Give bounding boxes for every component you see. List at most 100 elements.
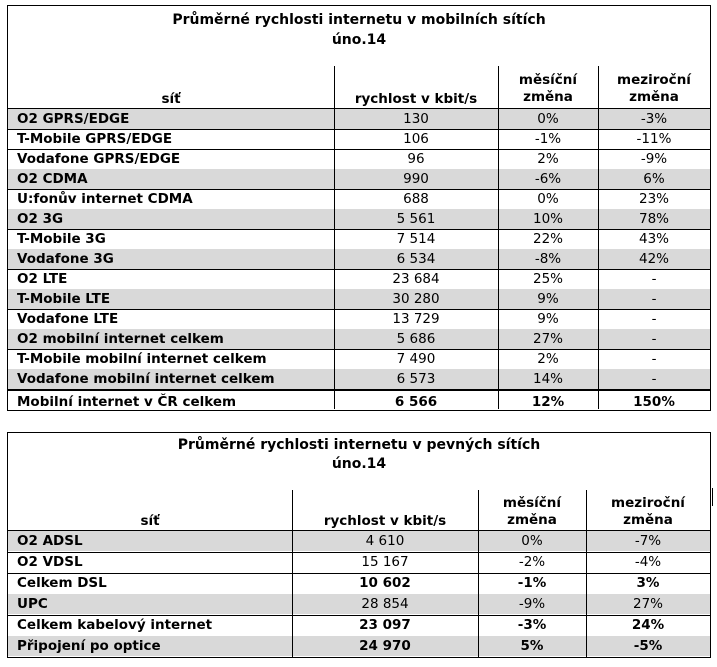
network-name: Připojení po optice <box>17 638 161 654</box>
table-row: Připojení po optice 24 970 5% -5% <box>8 636 710 656</box>
row-divider <box>8 657 710 658</box>
yearly-change: 42% <box>638 251 669 267</box>
header-yearly-line2: změna <box>623 512 673 528</box>
row-divider <box>8 349 710 350</box>
yearly-change: - <box>651 271 657 287</box>
table-row: O2 CDMA 990 -6% 6% <box>8 169 710 189</box>
network-name: U:fonův internet CDMA <box>17 191 193 207</box>
network-name: Vodafone LTE <box>17 311 119 327</box>
yearly-change: 43% <box>638 231 669 247</box>
table-row: O2 mobilní internet celkem 5 686 27% - <box>8 329 710 349</box>
monthly-change: 25% <box>532 271 563 287</box>
header-yearly-line1: meziroční <box>617 72 691 88</box>
network-name: T-Mobile mobilní internet celkem <box>17 351 267 367</box>
speed-value: 28 854 <box>361 596 409 612</box>
network-name: UPC <box>17 596 48 612</box>
network-name: O2 GPRS/EDGE <box>17 111 130 127</box>
speed-value: 7 490 <box>396 351 436 367</box>
table-row: Vodafone mobilní internet celkem 6 573 14%… <box>8 369 710 389</box>
table-row: T-Mobile LTE 30 280 9% - <box>8 289 710 309</box>
network-name: O2 3G <box>17 211 64 227</box>
table-row: T-Mobile mobilní internet celkem 7 490 2% - <box>8 349 710 369</box>
mobile-table-date: úno.14 <box>331 32 387 48</box>
monthly-change: 14% <box>532 371 563 387</box>
yearly-change: 27% <box>632 596 663 612</box>
yearly-change: 24% <box>631 617 665 633</box>
row-divider <box>8 149 710 150</box>
speed-value: 23 684 <box>392 271 440 287</box>
column-divider <box>292 490 293 657</box>
yearly-change: -5% <box>633 638 663 654</box>
network-name: Vodafone mobilní internet celkem <box>17 371 275 387</box>
monthly-change: -3% <box>517 617 547 633</box>
network-name: O2 mobilní internet celkem <box>17 331 224 347</box>
table-row: O2 LTE 23 684 25% - <box>8 269 710 289</box>
yearly-change: - <box>651 311 657 327</box>
monthly-change: -2% <box>518 554 546 570</box>
table-row: Vodafone 3G 6 534 -8% 42% <box>8 249 710 269</box>
speed-value: 4 610 <box>365 533 405 549</box>
fixed-table-title: Průměrné rychlosti internetu v pevných s… <box>177 437 541 453</box>
speed-value: 30 280 <box>392 291 440 307</box>
network-name: O2 LTE <box>17 271 68 287</box>
speed-value: 6 573 <box>396 371 436 387</box>
header-monthly-line1: měsíční <box>502 495 562 511</box>
header-yearly-line1: meziroční <box>611 495 685 511</box>
network-name: T-Mobile LTE <box>17 291 111 307</box>
row-divider <box>8 129 710 130</box>
header-monthly-line2: změna <box>523 89 573 105</box>
yearly-change: 150% <box>633 394 675 410</box>
monthly-change: 9% <box>537 311 559 327</box>
table-row: T-Mobile 3G 7 514 22% 43% <box>8 229 710 249</box>
header-divider <box>8 530 710 531</box>
row-divider <box>8 189 710 190</box>
network-name: Celkem DSL <box>17 575 107 591</box>
speed-value: 13 729 <box>392 311 440 327</box>
header-speed: rychlost v kbit/s <box>323 513 447 529</box>
total-row: Mobilní internet v ČR celkem 6 566 12% 150% <box>8 392 710 414</box>
yearly-change: 6% <box>643 171 665 187</box>
header-yearly-line2: změna <box>629 89 679 105</box>
row-divider <box>8 573 710 574</box>
network-name: Mobilní internet v ČR celkem <box>17 394 237 410</box>
row-divider <box>8 552 710 553</box>
row-divider <box>8 309 710 310</box>
table-row: O2 ADSL 4 610 0% -7% <box>8 531 710 551</box>
network-name: T-Mobile 3G <box>17 231 106 247</box>
header-monthly-line2: změna <box>507 512 557 528</box>
yearly-change: 78% <box>638 211 669 227</box>
speed-value: 5 686 <box>396 331 436 347</box>
fixed-table-date: úno.14 <box>331 456 387 472</box>
monthly-change: 5% <box>520 638 544 654</box>
yearly-change: 23% <box>638 191 669 207</box>
monthly-change: 22% <box>532 231 563 247</box>
header-network: síť <box>140 513 160 529</box>
yearly-change: -4% <box>634 554 662 570</box>
table-row: UPC 28 854 -9% 27% <box>8 594 710 614</box>
monthly-change: 12% <box>531 394 565 410</box>
speed-value: 130 <box>403 111 429 127</box>
table-row: T-Mobile GPRS/EDGE 106 -1% -11% <box>8 129 710 149</box>
monthly-change: 2% <box>537 351 559 367</box>
yearly-change: 3% <box>636 575 660 591</box>
yearly-change: -9% <box>640 151 668 167</box>
yearly-change: - <box>651 291 657 307</box>
table-row: O2 GPRS/EDGE 130 0% -3% <box>8 109 710 129</box>
speed-value: 7 514 <box>396 231 436 247</box>
monthly-change: -6% <box>534 171 562 187</box>
monthly-change: 27% <box>532 331 563 347</box>
table-row: Vodafone LTE 13 729 9% - <box>8 309 710 329</box>
table-row: Celkem kabelový internet 23 097 -3% 24% <box>8 615 710 635</box>
table-row: U:fonův internet CDMA 688 0% 23% <box>8 189 710 209</box>
speed-value: 5 561 <box>396 211 436 227</box>
mobile-table-title: Průměrné rychlosti internetu v mobilních… <box>172 12 546 28</box>
monthly-change: 10% <box>532 211 563 227</box>
header-monthly-line1: měsíční <box>518 72 578 88</box>
speed-value: 23 097 <box>359 617 411 633</box>
text-cursor <box>712 488 713 506</box>
speed-value: 6 566 <box>394 394 438 410</box>
yearly-change: -11% <box>636 131 672 147</box>
column-divider <box>586 490 587 657</box>
network-name: O2 VDSL <box>17 554 83 570</box>
yearly-change: -7% <box>634 533 662 549</box>
